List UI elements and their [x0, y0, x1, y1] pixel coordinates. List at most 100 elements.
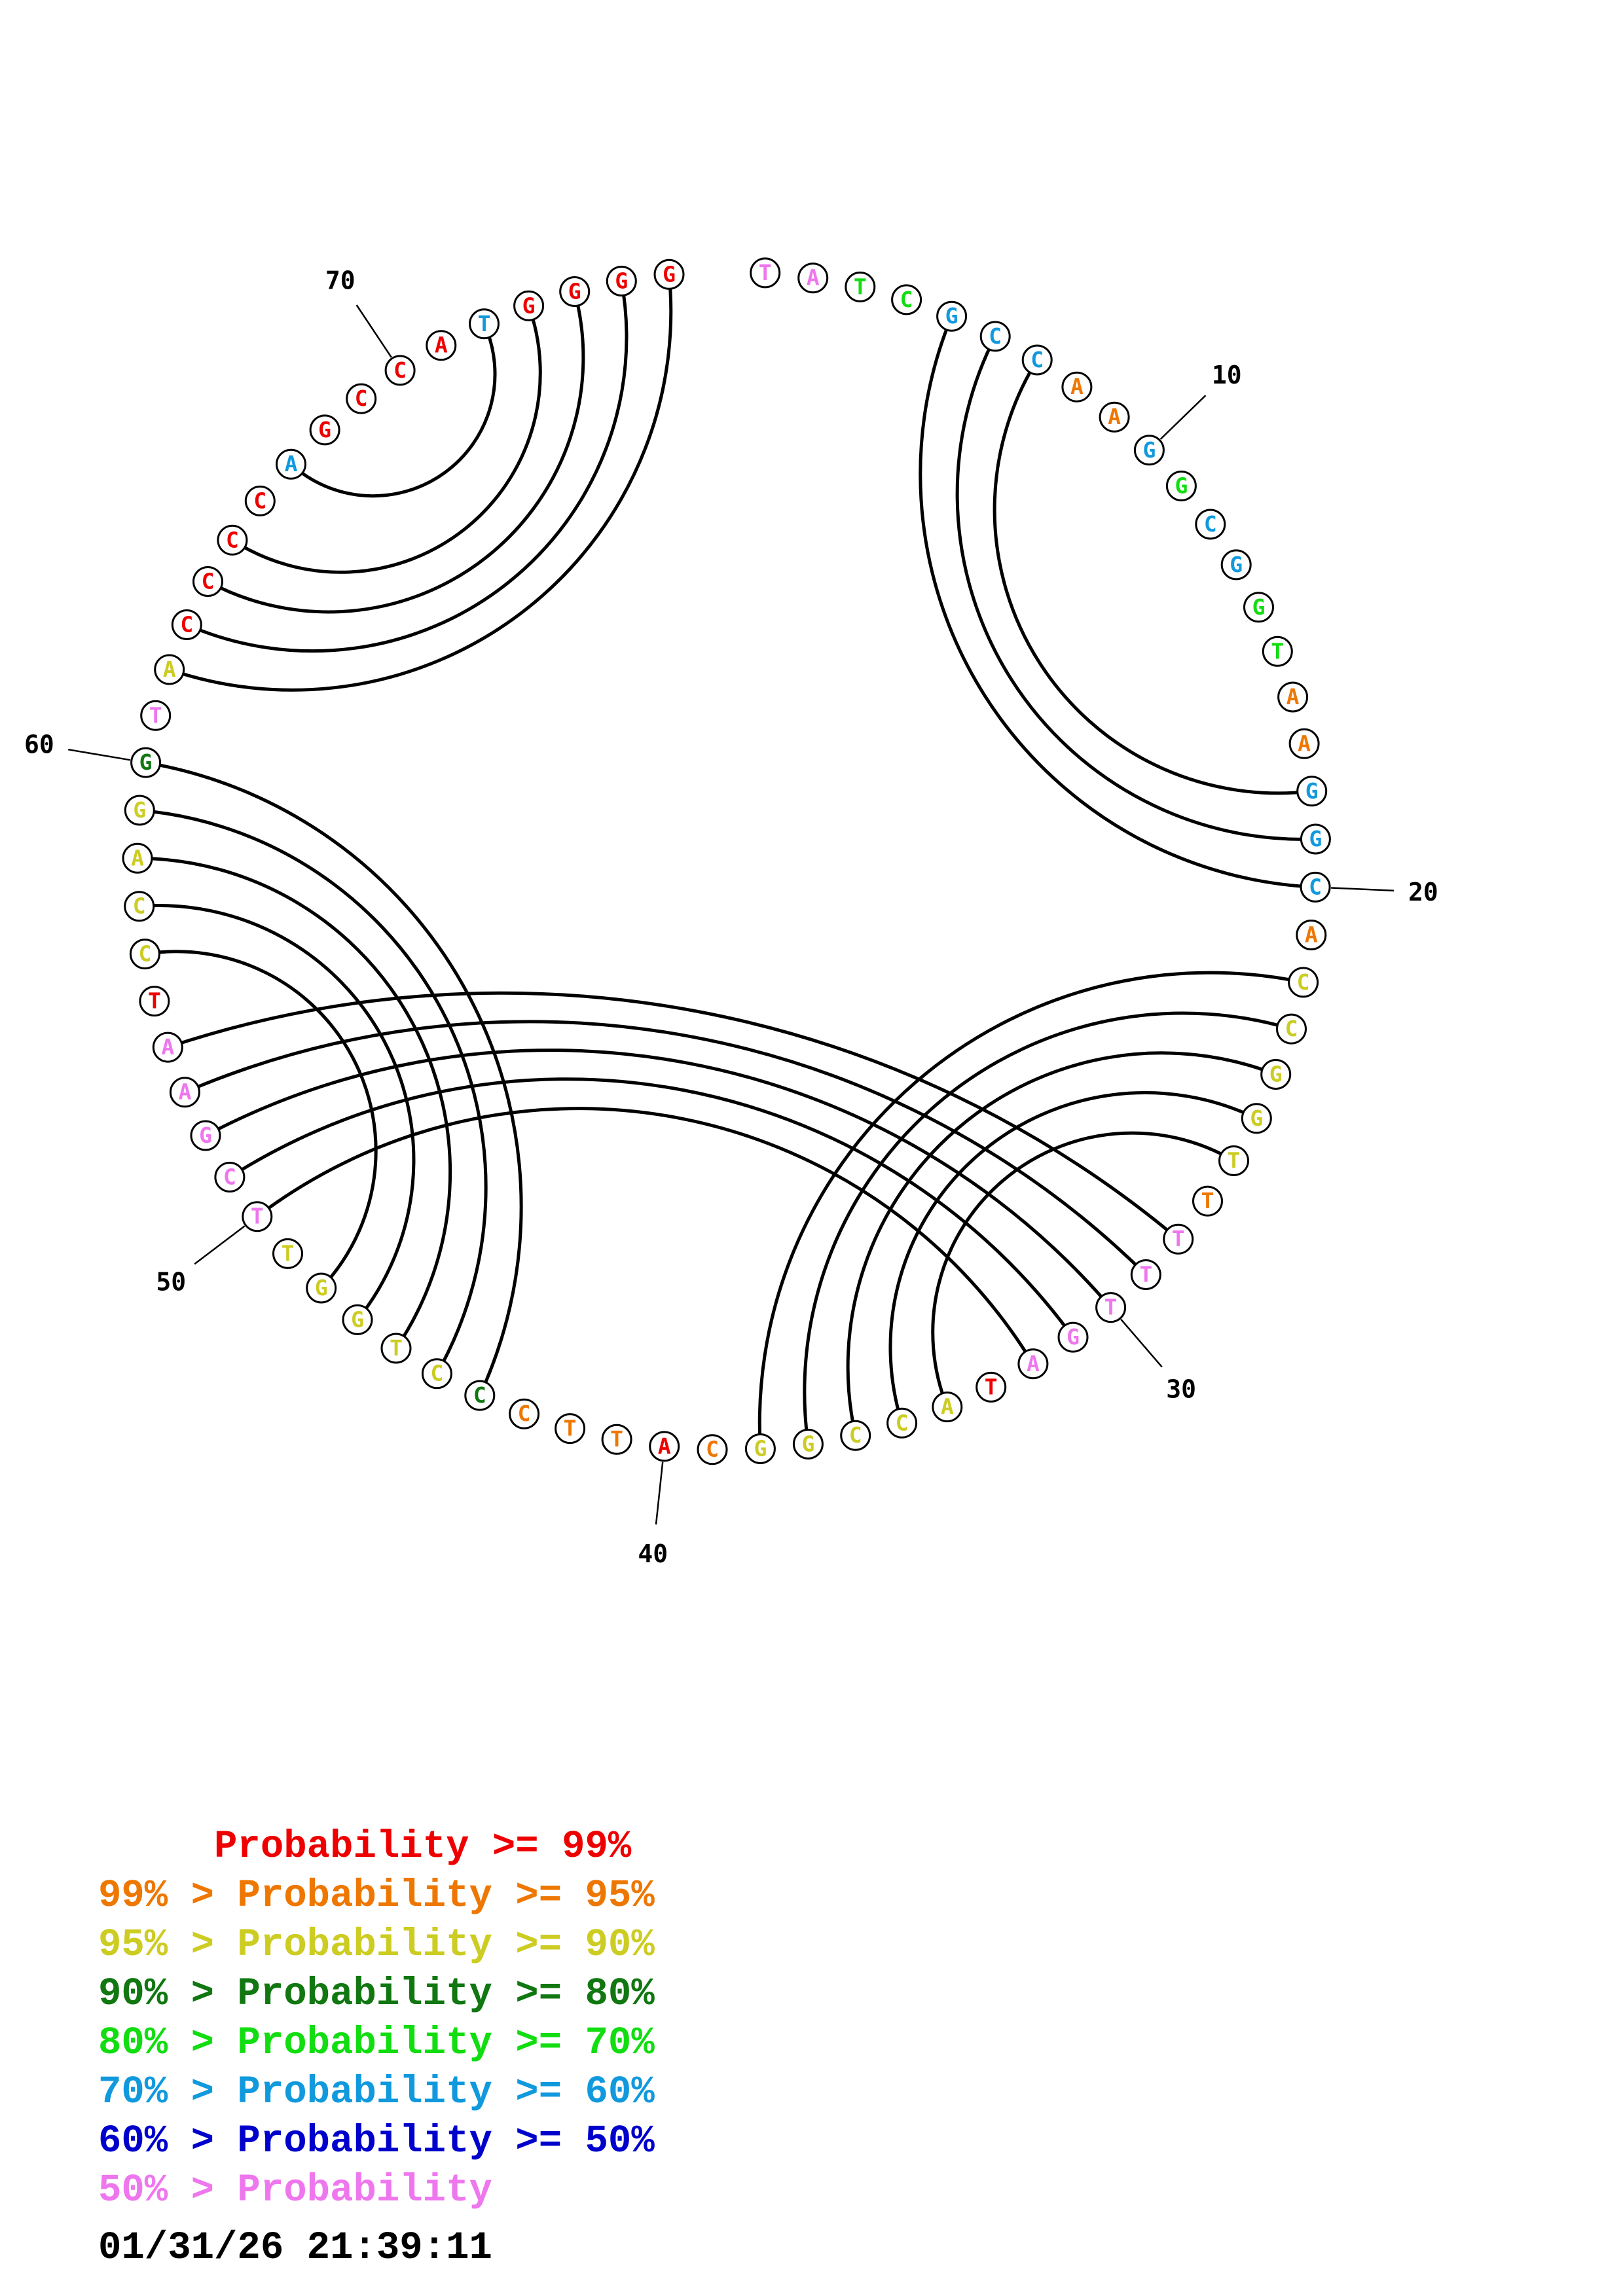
nucleotide-2: A	[797, 262, 829, 294]
base-pair-arc-22-38	[757, 971, 1304, 1449]
nucleotide-letter: T	[985, 1374, 998, 1399]
nucleotide-63: C	[171, 609, 202, 640]
nucleotide-circle	[1163, 1223, 1194, 1255]
nucleotide-letter: C	[393, 357, 407, 383]
nucleotide-circle	[214, 1162, 246, 1193]
base-pair-arc-48-56	[145, 950, 378, 1289]
nucleotide-circle	[1243, 592, 1274, 623]
nucleotide-circle	[886, 1407, 918, 1439]
nucleotide-16: A	[1277, 681, 1309, 713]
nucleotide-letter: C	[202, 569, 215, 594]
nucleotide-letter: G	[1252, 594, 1266, 620]
nucleotide-59: G	[124, 795, 155, 826]
legend-entry-prob-90: 95% > Probability >= 90%	[98, 1923, 655, 1967]
nucleotide-letter: A	[131, 845, 144, 870]
nucleotide-9: A	[1099, 401, 1130, 433]
nucleotide-circle	[1296, 776, 1328, 807]
nucleotide-circle	[976, 1371, 1007, 1403]
nucleotide-circle	[744, 1433, 776, 1464]
nucleotide-circle	[697, 1434, 728, 1465]
nucleotide-letter: C	[1297, 969, 1310, 995]
nucleotide-letter: T	[1104, 1295, 1118, 1320]
nucleotide-letter: C	[989, 323, 1002, 349]
nucleotide-44: C	[464, 1380, 496, 1411]
nucleotide-circle	[1165, 471, 1197, 501]
position-label-20: 20	[1408, 878, 1438, 906]
nucleotide-letter: G	[615, 268, 628, 294]
nucleotide-circle	[140, 700, 172, 731]
nucleotide-circle	[309, 414, 340, 446]
base-pair-arc-25-35	[888, 1091, 1258, 1424]
nucleotide-letter: T	[1172, 1226, 1185, 1251]
nucleotide-circle	[276, 448, 306, 480]
nucleotide-letter: G	[1230, 552, 1243, 577]
nucleotide-letter: G	[1269, 1062, 1283, 1087]
nucleotide-circle	[649, 1431, 680, 1462]
nucleotide-letter: A	[285, 451, 298, 476]
nucleotide-64: C	[192, 566, 223, 597]
nucleotide-circle	[169, 1077, 200, 1108]
nucleotide-letter: T	[282, 1240, 295, 1266]
nucleotide-circle	[139, 986, 170, 1017]
nucleotide-circle	[845, 271, 876, 302]
nucleotide-25: G	[1241, 1103, 1272, 1134]
nucleotide-circle	[750, 257, 781, 289]
nucleotide-31: G	[1057, 1321, 1089, 1353]
nucleotide-circle	[154, 654, 185, 685]
nucleotide-circle	[1099, 401, 1130, 433]
nucleotide-letter: A	[1027, 1351, 1040, 1376]
nucleotide-circle	[469, 308, 500, 340]
nucleotide-51: C	[214, 1162, 246, 1193]
nucleotide-circle	[130, 747, 162, 778]
nucleotide-40: A	[649, 1431, 680, 1462]
nucleotide-circle	[1288, 728, 1320, 759]
base-pair-arcs	[137, 274, 1316, 1449]
nucleotide-letter: C	[355, 386, 368, 411]
nucleotide-circle	[129, 939, 160, 970]
nucleotide-circle	[1095, 1292, 1127, 1323]
base-pair-arc-65-73	[231, 305, 542, 574]
base-pair-arc-45-59	[139, 808, 488, 1374]
nucleotide-37: G	[792, 1428, 824, 1460]
position-tick-10	[1159, 395, 1207, 440]
nucleotide-circle	[891, 284, 922, 315]
base-pair-arc-29-53	[184, 1020, 1148, 1276]
nucleotide-20: C	[1300, 871, 1331, 903]
nucleotide-letter: T	[854, 274, 867, 299]
nucleotide-30: T	[1095, 1292, 1127, 1323]
nucleotide-circle	[192, 566, 223, 597]
nucleotide-circle	[217, 524, 248, 556]
nucleotide-4: C	[891, 284, 922, 315]
base-pair-arc-7-18	[993, 359, 1312, 795]
nucleotide-74: G	[559, 276, 591, 307]
nucleotide-letter: A	[435, 332, 448, 358]
nucleotide-circle	[1218, 1145, 1249, 1176]
nucleotide-letter: T	[1201, 1188, 1214, 1213]
nucleotide-circle	[342, 1304, 373, 1335]
nucleotide-letter: G	[522, 293, 536, 318]
nucleotide-letter: C	[180, 612, 193, 637]
base-pair-arc-28-54	[167, 991, 1180, 1241]
nucleotide-circle	[559, 276, 591, 307]
nucleotide-circle	[244, 485, 276, 516]
legend-entry-prob-70: 80% > Probability >= 70%	[98, 2021, 655, 2065]
base-pair-arc-5-20	[919, 315, 1316, 889]
base-pair-arc-67-72	[289, 323, 497, 498]
nucleotide-circle	[190, 1120, 221, 1151]
nucleotide-letter: C	[518, 1401, 531, 1426]
nucleotide-letter: C	[430, 1361, 443, 1386]
nucleotide-49: T	[272, 1238, 303, 1269]
nucleotide-letter: G	[139, 749, 153, 775]
nucleotide-28: T	[1163, 1223, 1194, 1255]
nucleotide-letter: G	[1175, 473, 1188, 499]
base-pair-arc-30-52	[204, 1049, 1112, 1309]
nucleotide-45: C	[421, 1358, 452, 1390]
nucleotide-circle	[1277, 681, 1309, 713]
nucleotide-24: G	[1260, 1059, 1292, 1090]
nucleotide-33: T	[976, 1371, 1007, 1403]
nucleotide-letter: C	[1204, 511, 1217, 537]
nucleotide-circle	[1195, 509, 1226, 540]
nucleotide-circle	[1220, 549, 1252, 581]
nucleotide-5: G	[936, 300, 968, 332]
